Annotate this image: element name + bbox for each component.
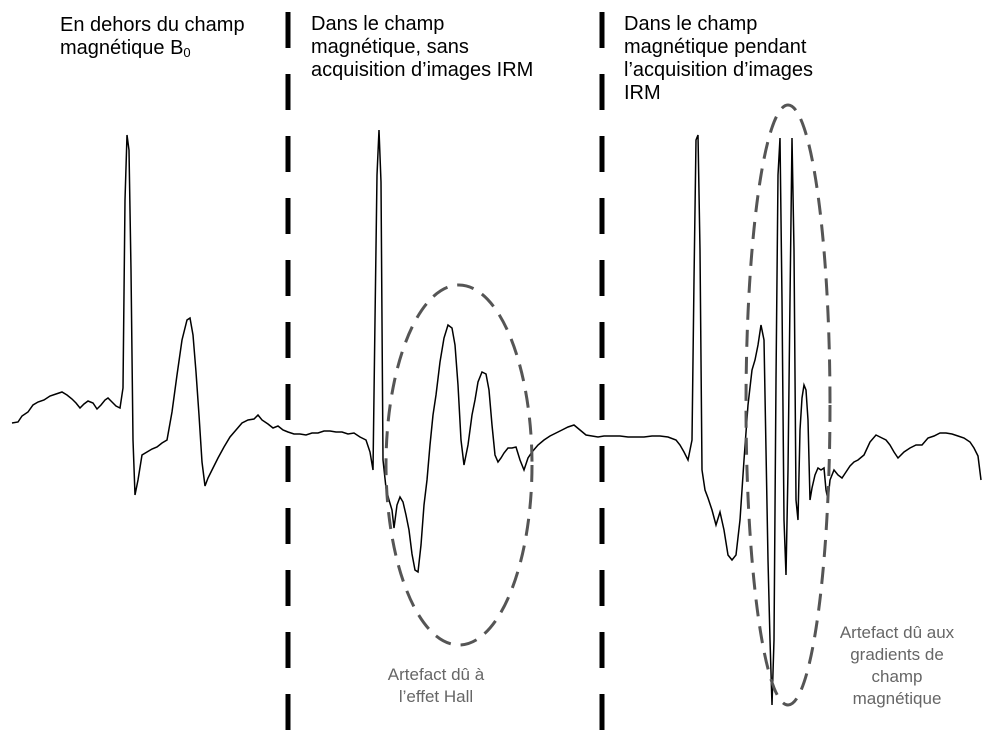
section-label-outside-field: En dehors du champ magnétique B0 — [60, 14, 245, 60]
section-label-line: Dans le champ — [624, 13, 758, 35]
hall-effect-annotation: Artefact dû à l’effet Hall — [356, 664, 516, 708]
annotation-line: Artefact dû aux — [839, 623, 955, 642]
ecg-signal-trace — [11, 129, 982, 706]
b0-subscript: 0 — [183, 45, 191, 60]
annotation-line: champ — [871, 667, 923, 686]
section-label-line: En dehors du champ — [60, 14, 245, 36]
gradient-artifact-outline — [744, 103, 832, 707]
section-label-line: magnétique pendant — [624, 36, 807, 58]
section-label-line: magnétique, sans — [311, 36, 469, 58]
annotation-line: l’effet Hall — [398, 687, 474, 706]
annotation-line: gradients de — [850, 645, 944, 664]
section-label-in-field-acquisition: Dans le champ magnétique pendant l’acqui… — [624, 13, 813, 105]
gradient-artifact-annotation: Artefact dû aux gradients de champ magné… — [818, 622, 976, 710]
hall-effect-artifact-outline — [384, 283, 534, 647]
section-label-line: Dans le champ — [311, 13, 445, 35]
section-label-line: l’acquisition d’images — [624, 59, 813, 81]
section-label-line: magnétique B0 — [60, 37, 245, 60]
section-label-line: acquisition d’images IRM — [311, 59, 534, 81]
section-label-line: IRM — [624, 82, 661, 104]
annotation-line: magnétique — [852, 689, 942, 708]
section-label-text: magnétique B — [60, 37, 184, 59]
section-label-in-field-no-acquisition: Dans le champ magnétique, sans acquisiti… — [311, 13, 533, 82]
annotation-line: Artefact dû à — [387, 665, 485, 684]
